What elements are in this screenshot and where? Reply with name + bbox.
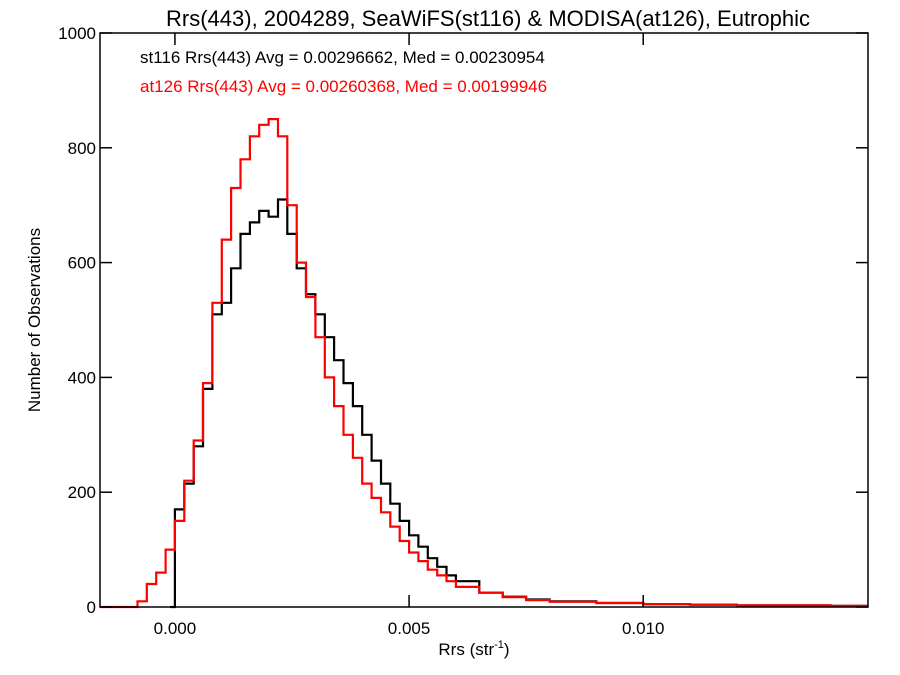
legend-entry-at126: at126 Rrs(443) Avg = 0.00260368, Med = 0… — [140, 77, 547, 96]
y-tick-label: 200 — [68, 483, 96, 502]
y-tick-label: 1000 — [58, 24, 96, 43]
x-axis-label-superscript: -1 — [494, 639, 504, 651]
x-axis-label-main: Rrs (str — [438, 640, 494, 659]
x-tick-label: 0.010 — [622, 619, 665, 638]
y-tick-label: 400 — [68, 368, 96, 387]
x-tick-label: 0.005 — [388, 619, 431, 638]
x-tick-label: 0.000 — [154, 619, 197, 638]
series-layer — [100, 118, 868, 609]
axes-layer — [99, 32, 869, 608]
plot-frame — [99, 32, 869, 608]
y-tick-label: 800 — [68, 139, 96, 158]
legend-entry-st116: st116 Rrs(443) Avg = 0.00296662, Med = 0… — [140, 48, 545, 67]
series-line-at126 — [100, 118, 868, 609]
y-axis-label: Number of Observations — [25, 228, 44, 412]
y-tick-label: 600 — [68, 254, 96, 273]
x-axis-label-close: ) — [504, 640, 510, 659]
chart-title: Rrs(443), 2004289, SeaWiFS(st116) & MODI… — [166, 6, 810, 31]
y-tick-label: 0 — [87, 598, 96, 617]
x-axis-label: Rrs (str-1) — [438, 639, 509, 659]
ticks-layer: 0 200 400 600 800 1000 0.000 0.005 0.010 — [58, 24, 868, 638]
